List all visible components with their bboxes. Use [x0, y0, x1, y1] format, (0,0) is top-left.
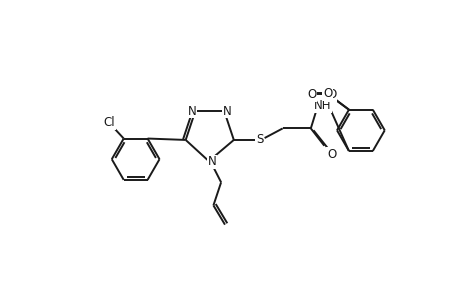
- Text: O: O: [322, 87, 332, 100]
- Text: N: N: [223, 105, 231, 118]
- Text: N: N: [187, 105, 196, 118]
- Text: S: S: [255, 134, 263, 146]
- Text: O: O: [306, 88, 315, 101]
- Text: N: N: [207, 155, 216, 168]
- Text: O: O: [326, 148, 336, 161]
- Text: Cl: Cl: [103, 116, 115, 129]
- Text: O: O: [326, 88, 336, 101]
- Text: NH: NH: [313, 99, 330, 112]
